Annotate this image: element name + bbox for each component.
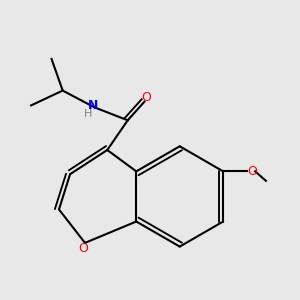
Text: O: O [78,242,88,255]
Text: H: H [83,109,92,119]
Text: O: O [248,165,258,178]
Text: N: N [88,99,99,112]
Text: O: O [141,92,151,104]
